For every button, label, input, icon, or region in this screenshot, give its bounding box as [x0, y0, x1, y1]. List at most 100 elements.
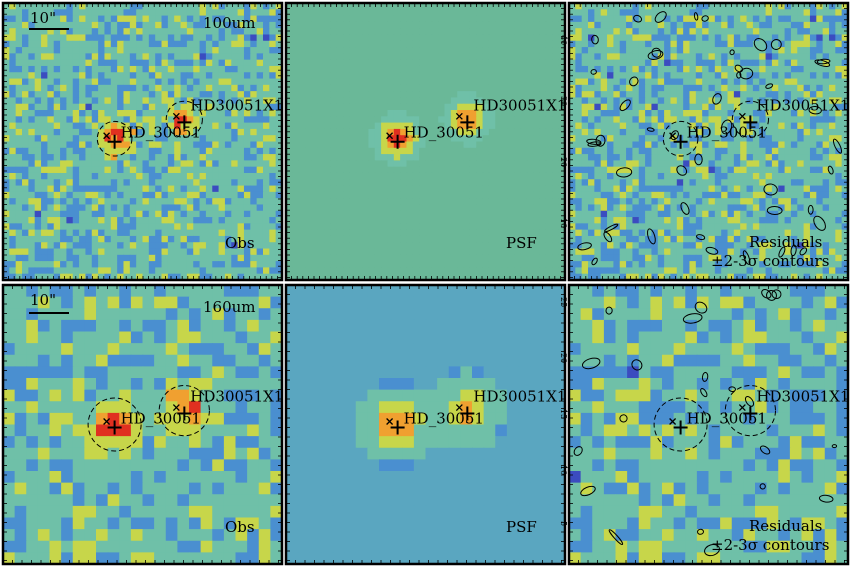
residual-contour — [818, 494, 834, 503]
residual-contour — [759, 483, 766, 490]
residual-contour — [770, 39, 782, 50]
scale-bar-label: 10" — [30, 291, 56, 309]
residual-contour — [619, 99, 631, 112]
residual-contour — [701, 371, 709, 382]
source-label: HD_30051 — [404, 410, 484, 428]
residual-contour — [814, 59, 831, 67]
source-label: HD30051X1 — [473, 388, 566, 406]
residual-contour — [591, 257, 598, 266]
source-x-marker — [738, 112, 746, 120]
panel-res-row1: HD_30051 HD30051X1 Residuals±2-3σ contours — [567, 1, 850, 282]
residual-contour — [682, 313, 703, 324]
residual-contour — [790, 244, 797, 257]
pixel-map: HD_30051 HD30051X1 — [3, 3, 282, 280]
residual-contour — [676, 165, 688, 176]
residual-contour — [734, 64, 744, 73]
panel-label: Obs — [225, 234, 255, 252]
panel-obs-row1: HD_30051 HD30051X1 10" 100um Obs — [1, 1, 284, 282]
residual-contour — [766, 205, 783, 216]
source-aperture — [653, 397, 708, 452]
pixel-map: HD_30051 HD30051X1 — [286, 3, 566, 280]
residual-contour — [654, 11, 667, 23]
residual-contour — [766, 289, 777, 301]
residual-contour — [799, 247, 808, 256]
residual-contour — [646, 127, 655, 132]
source-plus-marker — [390, 134, 405, 149]
residual-contour — [813, 215, 826, 231]
residual-contour — [831, 444, 838, 449]
residual-contour — [633, 14, 643, 23]
source-label: HD30051X1 — [473, 96, 566, 114]
residual-contour — [759, 445, 771, 455]
residual-contour — [695, 234, 706, 241]
scale-bar-label: 10" — [30, 9, 56, 27]
panel-label: Residuals — [749, 233, 822, 251]
source-aperture — [96, 120, 133, 157]
residual-contour — [704, 544, 720, 557]
residual-contour — [670, 130, 679, 141]
source-aperture — [87, 397, 142, 452]
residual-contour — [573, 446, 583, 456]
residual-contour — [694, 301, 708, 314]
source-plus-marker — [743, 406, 758, 421]
residual-contour — [712, 93, 722, 105]
residual-contour — [581, 357, 601, 370]
residual-contour — [742, 250, 751, 265]
panel-frame — [1, 283, 284, 566]
panel-label: Residuals — [749, 517, 822, 535]
residual-contour — [816, 58, 831, 65]
residual-contour — [827, 165, 834, 175]
pixel-map: HD_30051 HD30051X1 — [569, 3, 848, 280]
residual-contour — [590, 69, 597, 75]
residual-contour — [605, 306, 613, 315]
source-x-marker — [103, 132, 111, 140]
panel-frame — [1, 1, 284, 282]
source-aperture — [731, 100, 770, 138]
panel-obs-row2: HD_30051 HD30051X1 10" 160um Obs — [1, 283, 284, 566]
pixel-map: HD_30051 HD30051X1 — [569, 285, 848, 564]
source-plus-marker — [390, 420, 405, 435]
panel-frame — [284, 283, 567, 566]
axis-tick-label: 40 — [559, 35, 568, 45]
residual-contour — [603, 231, 613, 243]
residual-contour — [778, 246, 786, 258]
residual-contour — [651, 47, 662, 58]
axis-tick-label: 30 — [559, 96, 568, 106]
residual-contour — [647, 50, 664, 60]
axis-tick-label: 15 — [559, 409, 568, 419]
residual-contour — [629, 76, 639, 87]
residual-contour — [720, 119, 733, 135]
residual-contour — [739, 67, 754, 80]
source-label: HD_30051 — [687, 124, 767, 142]
panel-label: Obs — [225, 518, 255, 536]
axis-tick-label: 20 — [559, 157, 568, 167]
residual-contour — [807, 204, 814, 215]
panel-frame — [567, 283, 850, 566]
residual-contour — [744, 396, 755, 407]
source-aperture — [724, 385, 777, 437]
axis-tick-label: 5 — [559, 521, 568, 526]
source-x-marker — [172, 112, 180, 120]
source-plus-marker — [107, 134, 122, 149]
axis-tick-label: 20 — [559, 353, 568, 363]
axis-tick-label: 10 — [559, 218, 568, 228]
source-label: HD_30051 — [121, 410, 201, 428]
pixel-map: HD_30051 HD30051X1 — [286, 285, 566, 564]
residual-contour — [697, 528, 704, 535]
residual-contour — [705, 246, 719, 255]
residual-contour — [728, 386, 736, 393]
residual-contour — [700, 388, 708, 398]
source-x-marker — [172, 404, 180, 412]
source-label: HD_30051 — [687, 410, 767, 428]
source-plus-marker — [743, 115, 758, 130]
source-x-marker — [738, 404, 746, 412]
axis-tick-label: 10 — [559, 465, 568, 475]
residual-contour — [580, 485, 596, 497]
source-x-marker — [386, 132, 394, 140]
source-aperture — [662, 120, 699, 157]
residual-contour — [591, 34, 599, 45]
source-x-marker — [455, 112, 463, 120]
pixel-map: HD_30051 HD30051X1 — [3, 285, 282, 564]
residual-contour — [694, 153, 703, 166]
